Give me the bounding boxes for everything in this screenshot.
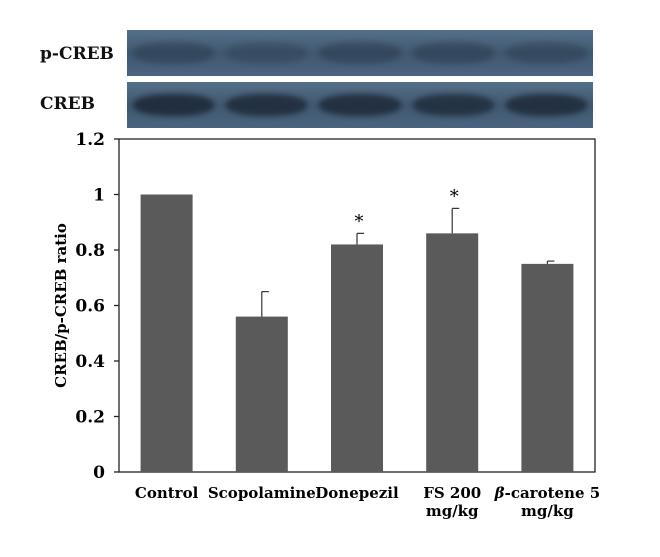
blot-band <box>505 42 587 64</box>
blot-band <box>412 94 494 116</box>
y-tick-label: 0.6 <box>75 297 105 317</box>
bar <box>140 194 193 472</box>
blot-band <box>226 42 308 64</box>
y-tick-label: 0.8 <box>75 241 105 261</box>
category-label: Scopolamine <box>208 484 316 502</box>
category-label: FS 200 <box>423 484 481 502</box>
bar <box>235 316 288 472</box>
category-label: Donepezil <box>315 484 399 502</box>
blot-label-p-creb: p-CREB <box>40 44 114 64</box>
significance-marker: * <box>450 186 459 207</box>
blot-band <box>319 42 401 64</box>
blot-band <box>226 94 308 116</box>
bar <box>331 244 383 472</box>
blot-strip-p-creb <box>127 30 593 76</box>
category-label: mg/kg <box>521 502 574 520</box>
category-label: mg/kg <box>426 502 479 520</box>
blot-band <box>505 94 587 116</box>
y-tick-label: 0 <box>93 463 105 483</box>
y-axis-label: CREB/p-CREB ratio <box>52 223 70 388</box>
y-tick-label: 0.2 <box>75 408 105 428</box>
bar <box>521 263 574 472</box>
y-tick-label: 1 <box>93 186 105 206</box>
blot-band <box>133 94 215 116</box>
y-tick-label: 0.4 <box>75 352 105 372</box>
category-label: β-carotene 5 <box>494 484 601 502</box>
category-label: Control <box>135 484 199 502</box>
blot-band <box>412 42 494 64</box>
y-tick-label: 1.2 <box>75 130 105 150</box>
blot-band <box>319 94 401 116</box>
blot-label-creb: CREB <box>40 94 95 114</box>
significance-marker: * <box>355 211 364 232</box>
blot-band <box>133 42 215 64</box>
blot-strip-creb <box>127 82 593 128</box>
bar <box>426 233 479 472</box>
